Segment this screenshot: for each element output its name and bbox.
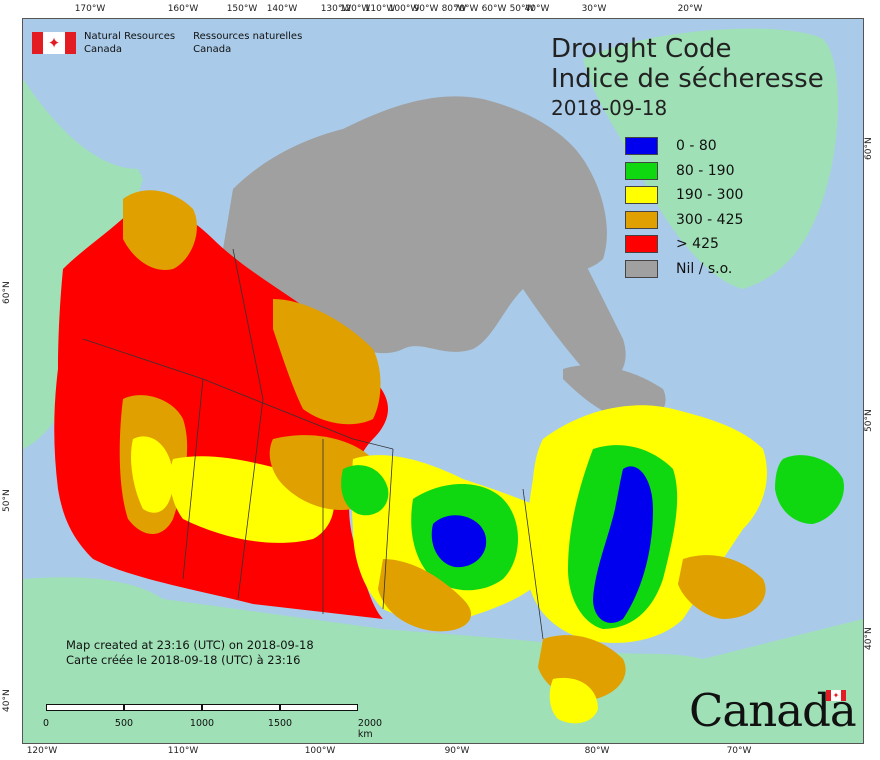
legend-swatch <box>625 235 658 254</box>
quebec-blue <box>593 466 653 623</box>
map-canvas <box>22 18 864 744</box>
legend-swatch <box>625 210 658 229</box>
lat-label: 50°N <box>2 489 12 512</box>
legend-label: Nil / s.o. <box>676 260 733 277</box>
lon-label: 60°W <box>481 4 507 14</box>
lon-label: 120°W <box>339 4 371 14</box>
manitoba-green <box>341 465 389 516</box>
arctic-archipelago <box>223 96 607 354</box>
scale-label: 500 <box>114 718 134 729</box>
legend-label: 190 - 300 <box>676 187 744 204</box>
scale-segment <box>124 704 202 711</box>
map-credit: Map created at 23:16 (UTC) on 2018-09-18… <box>66 638 314 668</box>
yukon-orange <box>123 190 197 270</box>
great-lakes-yellow <box>549 677 598 724</box>
lon-label: 160°W <box>167 4 199 14</box>
title-en: Drought Code <box>551 34 732 64</box>
legend-swatch <box>625 161 658 180</box>
lon-label: 70°W <box>726 746 752 756</box>
wordmark-flag-icon: ✦ <box>826 690 846 701</box>
legend-item: > 425 <box>625 232 743 257</box>
lat-label: 60°N <box>864 137 874 160</box>
lon-label: 30°W <box>581 4 607 14</box>
legend-swatch <box>625 186 658 205</box>
lon-label: 130°W <box>320 4 352 14</box>
lat-label: 60°N <box>2 281 12 304</box>
lon-label: 100°W <box>304 746 336 756</box>
lon-label: 90°W <box>413 4 439 14</box>
scale-label: 1500 <box>267 718 293 729</box>
bc-yellow <box>131 436 173 513</box>
map-date: 2018-09-18 <box>551 96 668 120</box>
agency-name-fr: Ressources naturelles <box>193 31 303 42</box>
ontario-orange <box>378 559 472 632</box>
lon-label: 110°W <box>167 746 199 756</box>
legend-item: Nil / s.o. <box>625 257 743 282</box>
lon-label: 170°W <box>74 4 106 14</box>
lon-label: 90°W <box>444 746 470 756</box>
canada-flag-icon: ✦ <box>32 32 76 54</box>
lon-label: 110°W <box>364 4 396 14</box>
lon-label: 100°W <box>388 4 420 14</box>
lat-label: 40°N <box>2 689 12 712</box>
lon-label: 120°W <box>26 746 58 756</box>
credit-en: Map created at 23:16 (UTC) on 2018-09-18 <box>66 638 314 652</box>
legend-label: 0 - 80 <box>676 138 717 155</box>
lat-label: 40°N <box>864 627 874 650</box>
legend-swatch <box>625 137 658 156</box>
agency-signature: ✦ Natural Resources Canada Ressources na… <box>32 30 312 56</box>
agency-country-fr: Canada <box>193 44 232 55</box>
scale-segment <box>202 704 280 711</box>
province-borders <box>82 248 544 640</box>
lon-label: 70°W <box>453 4 479 14</box>
agency-name-en: Natural Resources <box>84 31 176 42</box>
lon-label: 80°W <box>584 746 610 756</box>
scale-label: 0 <box>42 718 50 729</box>
map-title: Drought Code Indice de sécheresse 2018-0… <box>551 34 824 122</box>
legend-label: 300 - 425 <box>676 211 744 228</box>
greenland-land <box>583 28 838 289</box>
lon-label: 150°W <box>226 4 258 14</box>
lon-label: 80°W <box>441 4 467 14</box>
lon-label: 50°W <box>509 4 535 14</box>
scale-segment <box>46 704 124 711</box>
legend-label: 80 - 190 <box>676 162 735 179</box>
newfoundland-green <box>775 455 844 524</box>
credit-fr: Carte créée le 2018-09-18 (UTC) à 23:16 <box>66 653 301 667</box>
hudson-bay <box>383 356 556 489</box>
ontario-blue <box>431 515 487 568</box>
baffin-island <box>463 157 626 382</box>
legend-item: 80 - 190 <box>625 159 743 184</box>
atlantic-orange <box>678 555 766 619</box>
usa-land <box>23 577 863 743</box>
lat-label: 50°N <box>864 409 874 432</box>
scale-segment <box>280 704 358 711</box>
legend-item: 0 - 80 <box>625 134 743 159</box>
legend-label: > 425 <box>676 236 719 253</box>
title-fr: Indice de sécheresse <box>551 64 824 94</box>
legend-swatch <box>625 259 658 278</box>
agency-country-en: Canada <box>84 44 123 55</box>
scale-label: 2000 km <box>357 718 383 740</box>
lon-label: 40°W <box>524 4 550 14</box>
lon-label: 140°W <box>266 4 298 14</box>
legend-item: 300 - 425 <box>625 208 743 233</box>
nunavut-orange <box>273 299 381 425</box>
legend: 0 - 80 80 - 190 190 - 300 300 - 425 > 425 Nil… <box>625 134 743 281</box>
lon-label: 20°W <box>677 4 703 14</box>
scale-label: 1000 <box>189 718 215 729</box>
scale-bar: 0 500 1000 1500 2000 km <box>42 704 382 740</box>
map-svg <box>23 28 863 743</box>
legend-item: 190 - 300 <box>625 183 743 208</box>
